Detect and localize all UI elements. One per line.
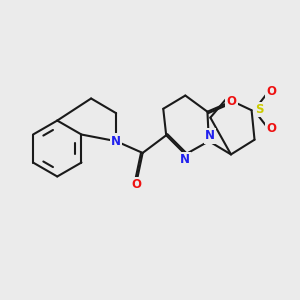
Text: O: O — [266, 122, 276, 135]
Text: O: O — [226, 95, 237, 108]
Text: S: S — [256, 103, 264, 116]
Text: O: O — [266, 85, 276, 98]
Text: N: N — [205, 129, 215, 142]
Text: N: N — [180, 153, 190, 166]
Text: N: N — [111, 135, 121, 148]
Text: O: O — [131, 178, 141, 191]
